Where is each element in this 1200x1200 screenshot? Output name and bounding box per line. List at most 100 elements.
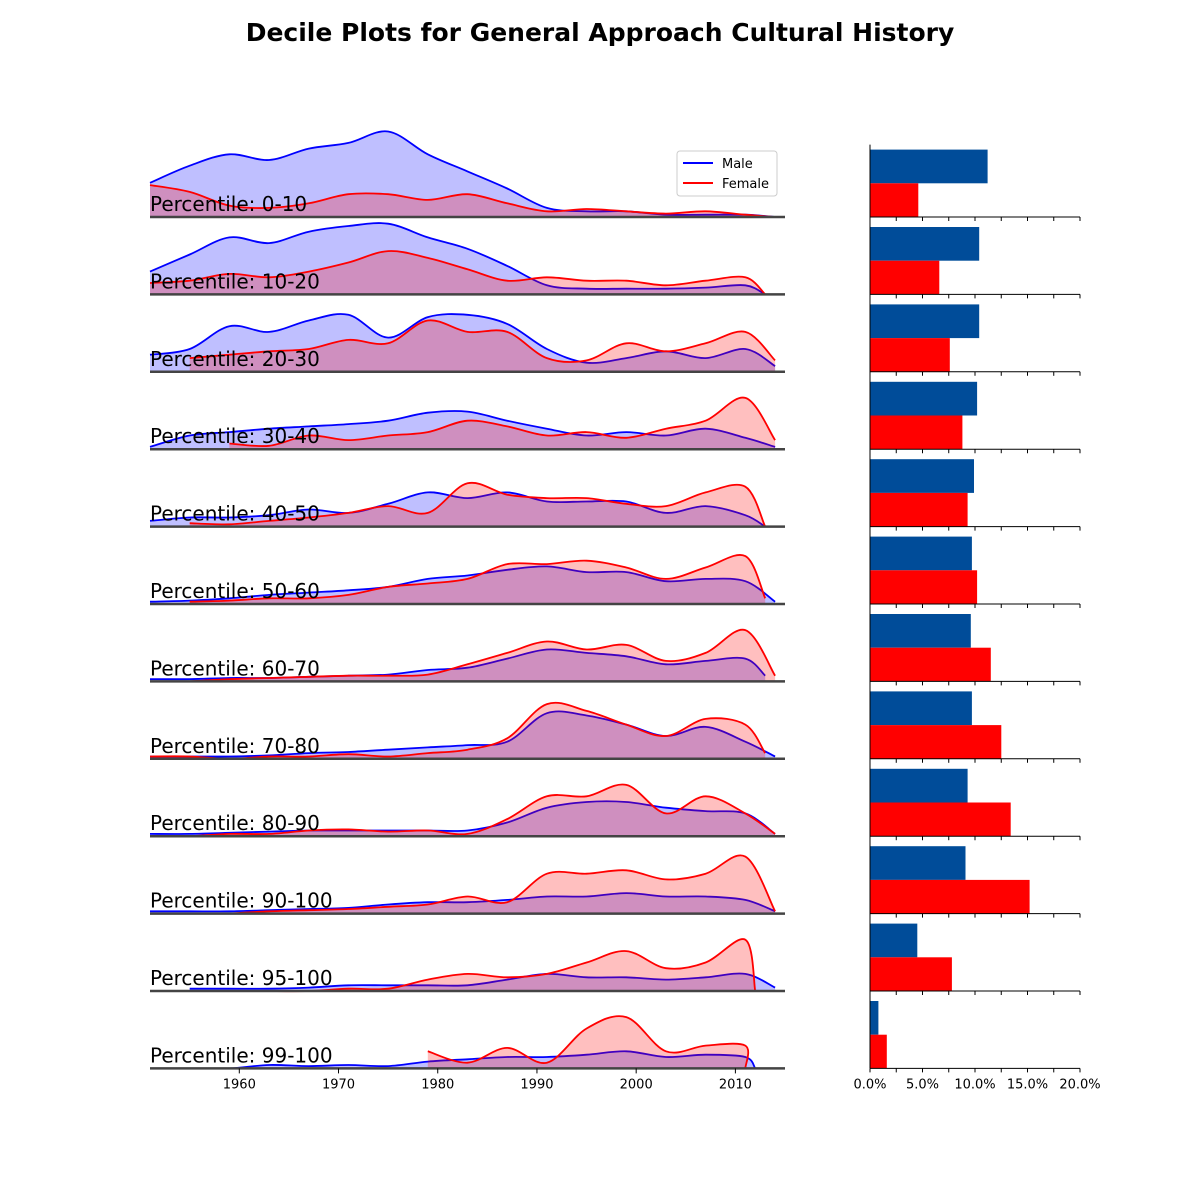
female-density-line xyxy=(189,628,776,683)
male-density-area xyxy=(150,410,776,450)
female-bar xyxy=(870,957,952,991)
male-density-line xyxy=(149,800,776,835)
female-bar xyxy=(870,492,968,527)
panel-label: Percentile: 60-70 xyxy=(150,656,320,680)
female-density-line xyxy=(149,250,766,296)
bar-panel xyxy=(869,536,1081,608)
female-bar xyxy=(870,338,950,372)
male-bar xyxy=(870,304,980,339)
bar-panels: 0.0% 5.0% 10.0% 15.0% 20.0% xyxy=(853,144,1101,1092)
legend-label: Female xyxy=(722,177,769,192)
male-density-line xyxy=(149,130,776,218)
panel-label: Percentile: 20-30 xyxy=(150,347,320,371)
bar-tick-label: 5.0% xyxy=(906,1077,939,1092)
ridge-panel: Percentile: 60-70 xyxy=(149,628,785,683)
bar-panel xyxy=(869,459,1081,531)
bar-panel xyxy=(869,846,1081,918)
female-density-line xyxy=(229,396,776,447)
panel-label: Percentile: 90-100 xyxy=(150,889,333,913)
female-density-line xyxy=(149,701,766,760)
panel-label: Percentile: 0-10 xyxy=(150,192,307,216)
female-bar xyxy=(870,260,940,295)
female-bar xyxy=(870,725,1002,759)
male-density-area xyxy=(189,1051,756,1069)
female-density-line xyxy=(189,554,767,603)
male-density-area xyxy=(150,801,776,837)
bar-panel xyxy=(869,304,1081,376)
legend-label: Male xyxy=(722,157,753,172)
male-density-line xyxy=(149,222,766,296)
female-bar xyxy=(870,879,1030,914)
female-density-line xyxy=(149,184,776,218)
male-density-line xyxy=(189,1050,756,1070)
x-tick-label: 2010 xyxy=(719,1077,752,1092)
x-tick-label: 1960 xyxy=(223,1077,256,1092)
female-density-line xyxy=(269,938,757,993)
male-density-area xyxy=(150,566,776,604)
bar-tick-label: 0.0% xyxy=(853,1077,886,1092)
ridge-panel: Percentile: 90-100 xyxy=(150,854,785,915)
male-bar xyxy=(870,614,971,648)
female-density-line xyxy=(427,1015,750,1069)
male-density-area xyxy=(150,893,776,914)
female-bar xyxy=(870,570,978,604)
male-bar xyxy=(870,536,972,571)
male-bar xyxy=(870,459,974,493)
female-density-area xyxy=(150,185,776,217)
bar-panel xyxy=(869,227,1081,299)
male-density-area xyxy=(150,313,776,372)
panel-label: Percentile: 70-80 xyxy=(150,734,320,758)
male-bar xyxy=(870,768,968,803)
female-density-area xyxy=(427,1016,749,1069)
bar-panel xyxy=(869,923,1081,995)
ridge-panel: Percentile: 10-20 xyxy=(149,222,785,296)
female-bar xyxy=(870,1034,887,1069)
x-tick-label: 2000 xyxy=(620,1077,653,1092)
female-density-area xyxy=(189,629,776,682)
male-density-line xyxy=(150,892,776,913)
bar-panel xyxy=(869,381,1081,454)
female-density-area xyxy=(229,855,776,914)
x-tick-label: 1970 xyxy=(322,1077,355,1092)
male-bar xyxy=(870,1001,879,1035)
female-bar xyxy=(870,647,991,682)
male-bar xyxy=(870,227,980,261)
bar-panel xyxy=(869,1001,1081,1073)
bar-tick-label: 15.0% xyxy=(1007,1077,1048,1092)
x-tick-label: 1980 xyxy=(421,1077,454,1092)
ridge-panel: Percentile: 0-10 xyxy=(149,130,785,219)
x-tick-label: 1990 xyxy=(520,1077,553,1092)
bar-panel xyxy=(869,149,1081,221)
female-bar xyxy=(870,183,919,217)
ridge-panel: Percentile: 70-80 xyxy=(149,701,785,761)
panel-label: Percentile: 95-100 xyxy=(150,966,333,990)
male-density-line xyxy=(149,565,776,603)
panel-label: Percentile: 99-100 xyxy=(150,1043,333,1067)
female-density-line xyxy=(229,854,776,915)
female-density-line xyxy=(189,319,776,363)
bar-tick-label: 10.0% xyxy=(954,1077,995,1092)
bar-tick-label: 20.0% xyxy=(1059,1077,1100,1092)
male-bar xyxy=(870,381,978,416)
ridge-panel: Percentile: 30-40 xyxy=(149,396,785,451)
female-density-area xyxy=(150,251,766,295)
ridgeline-panels: Percentile: 0-10 Percentile: 10-20 Percent… xyxy=(149,130,785,1092)
female-density-area xyxy=(150,702,766,759)
figure-title: Decile Plots for General Approach Cultur… xyxy=(245,18,955,47)
panel-label: Percentile: 50-60 xyxy=(150,579,320,603)
ridge-panel: Percentile: 95-100 xyxy=(150,938,785,993)
bar-panel xyxy=(869,691,1081,763)
female-bar xyxy=(870,415,963,450)
female-density-line xyxy=(149,783,776,838)
legend: Male Female xyxy=(676,150,778,197)
male-bar xyxy=(870,923,918,958)
male-density-line xyxy=(149,410,776,448)
male-bar xyxy=(870,846,966,880)
ridge-panel: Percentile: 99-100 xyxy=(150,1015,785,1070)
male-density-line xyxy=(149,491,766,528)
female-density-area xyxy=(269,939,756,992)
bar-panel xyxy=(869,614,1081,686)
female-density-area xyxy=(189,320,776,372)
panel-label: Percentile: 10-20 xyxy=(150,269,320,293)
